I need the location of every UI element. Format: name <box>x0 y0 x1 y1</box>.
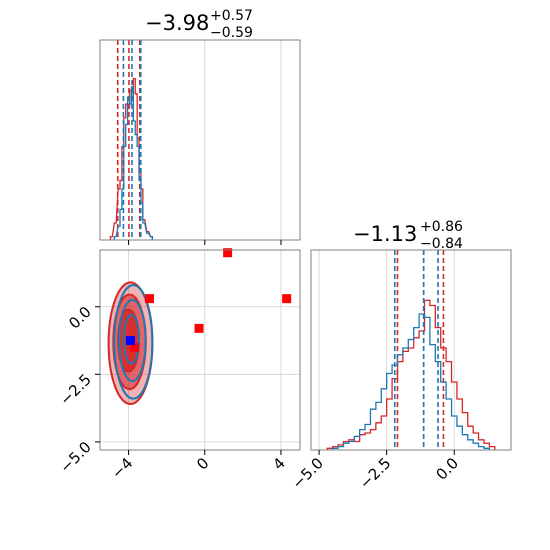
red-marker-3 <box>282 294 292 304</box>
scatter-y-tick-label-1: −2.5 <box>56 370 94 408</box>
right-hist-series-blue-step <box>331 313 491 450</box>
panel-bottom-left-contour: −4 0 4 0.0 −2.5 −5.0 <box>56 248 301 482</box>
right-x-tick-label-1: −2.5 <box>356 454 394 492</box>
top-panel-title-plus: +0.57 <box>210 8 253 24</box>
right-x-tick-label-0: −5.0 <box>288 454 326 492</box>
blue-marker <box>125 336 135 346</box>
scatter-x-tick-label-2: 4 <box>269 454 288 473</box>
right-panel-title-value: −1.13 <box>353 222 417 246</box>
right-panel-frame <box>310 249 512 451</box>
right-panel-title-plus: +0.86 <box>420 219 463 235</box>
top-panel-title-minus: −0.59 <box>210 25 253 41</box>
red-marker-1 <box>194 323 204 333</box>
top-panel-frame <box>99 39 301 241</box>
top-panel-title-value: −3.98 <box>145 11 209 35</box>
red-marker-4 <box>129 342 139 352</box>
scatter-panel-frame <box>99 249 301 451</box>
right-hist-series-red-step <box>326 299 496 450</box>
red-marker-2 <box>223 248 233 258</box>
scatter-y-tick-label-2: −5.0 <box>56 438 94 476</box>
top-hist-series-blue-step <box>113 86 154 240</box>
blue-contour-0 <box>113 284 154 400</box>
scatter-x-tick-label-1: 0 <box>193 454 212 473</box>
scatter-y-tick-label-0: 0.0 <box>65 303 95 333</box>
right-panel-title-minus: −0.84 <box>420 236 463 252</box>
red-marker-0 <box>145 294 155 304</box>
scatter-x-tick-label-0: −4 <box>108 454 136 482</box>
panel-bottom-right-histogram: −5.0 −2.5 0.0 <box>288 249 512 493</box>
panel-top-left-histogram <box>99 39 301 245</box>
blue-contour-2 <box>122 313 141 365</box>
right-x-tick-label-2: 0.0 <box>432 454 462 484</box>
blue-contour-1 <box>118 299 147 383</box>
